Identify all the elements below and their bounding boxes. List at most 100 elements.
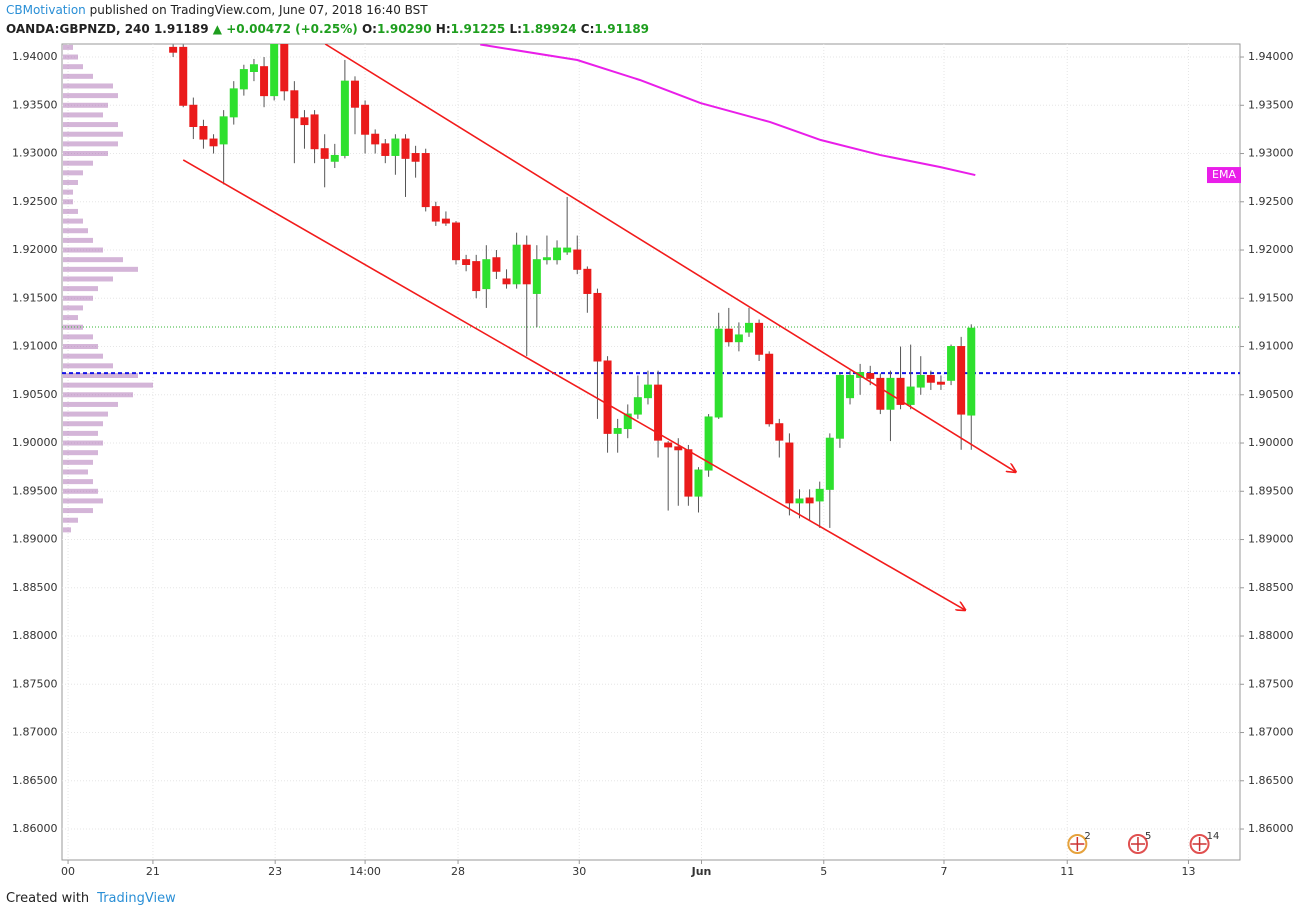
y-tick-label-left: 1.89000 bbox=[12, 533, 58, 546]
volume-bar bbox=[63, 459, 93, 465]
volume-bar bbox=[63, 247, 103, 253]
event-icon-cross bbox=[1130, 837, 1145, 851]
plot bbox=[62, 44, 1240, 610]
volume-bar bbox=[63, 44, 73, 50]
candle-body bbox=[795, 498, 804, 504]
candle-body bbox=[967, 327, 976, 416]
volume-bar bbox=[63, 189, 73, 195]
candle-body bbox=[654, 384, 663, 441]
volume-bar bbox=[63, 430, 98, 436]
author[interactable]: CBMotivation bbox=[6, 3, 86, 17]
y-tick-label: 1.94000 bbox=[1248, 50, 1294, 63]
candle-body bbox=[441, 218, 450, 224]
y-tick-label: 1.89500 bbox=[1248, 484, 1294, 497]
x-tick-label: 30 bbox=[572, 865, 586, 878]
x-tick-label: 23 bbox=[268, 865, 282, 878]
y-tick-label-left: 1.90500 bbox=[12, 388, 58, 401]
y-tick-label-left: 1.87000 bbox=[12, 726, 58, 739]
y-tick-label: 1.90500 bbox=[1248, 388, 1294, 401]
footer: Created with TradingView bbox=[6, 891, 176, 906]
chart: 1.94000 1.94000 1.93500 1.93500 1.93000 1.930… bbox=[12, 43, 1294, 878]
candle-body bbox=[957, 346, 966, 415]
candle-body bbox=[189, 104, 198, 128]
candle-body bbox=[229, 88, 238, 118]
x-tick-label: 13 bbox=[1181, 865, 1195, 878]
x-tick-label: 14:00 bbox=[349, 865, 381, 878]
volume-bar bbox=[63, 363, 113, 369]
y-tick-label-left: 1.87500 bbox=[12, 677, 58, 690]
candle-body bbox=[593, 292, 602, 362]
volume-bar bbox=[63, 170, 83, 176]
candle-body bbox=[411, 153, 420, 162]
candle-body bbox=[613, 428, 622, 434]
y-tick-label-left: 1.93000 bbox=[12, 147, 58, 160]
volume-bar bbox=[63, 295, 93, 301]
y-tick-label-left: 1.86500 bbox=[12, 774, 58, 787]
volume-bar bbox=[63, 73, 93, 79]
volume-bar bbox=[63, 372, 138, 378]
candle-body bbox=[846, 374, 855, 399]
trendline bbox=[182, 159, 965, 610]
plot-frame bbox=[61, 43, 1241, 861]
candle-body bbox=[603, 360, 612, 434]
y-tick-label-left: 1.92500 bbox=[12, 195, 58, 208]
candle-body bbox=[936, 381, 945, 385]
y-tick-label: 1.89000 bbox=[1248, 533, 1294, 546]
h-label: H: bbox=[435, 22, 451, 36]
candle-body bbox=[199, 126, 208, 140]
event-count: 14 bbox=[1207, 831, 1220, 842]
candle-body bbox=[724, 328, 733, 343]
volume-bar bbox=[63, 498, 103, 504]
candle-body bbox=[371, 133, 380, 145]
candle-body bbox=[563, 247, 572, 253]
symbol: OANDA:GBPNZD, 240 bbox=[6, 22, 150, 36]
o-value: 1.90290 bbox=[376, 22, 432, 36]
x-tick-label: 7 bbox=[940, 865, 947, 878]
event-icon-cross bbox=[1070, 837, 1085, 851]
y-tick-label: 1.92500 bbox=[1248, 195, 1294, 208]
candle-body bbox=[522, 244, 531, 285]
footer-brand[interactable]: TradingView bbox=[97, 891, 176, 906]
candle-body bbox=[280, 44, 289, 92]
candle-body bbox=[805, 497, 814, 504]
volume-bar bbox=[63, 54, 78, 60]
grid bbox=[62, 44, 1240, 860]
header-line: CBMotivation published on TradingView.co… bbox=[6, 3, 428, 17]
volume-bar bbox=[63, 257, 123, 263]
candle-body bbox=[330, 154, 339, 162]
volume-bar bbox=[63, 392, 133, 398]
y-tick-label: 1.88500 bbox=[1248, 581, 1294, 594]
candle-body bbox=[249, 64, 258, 73]
trendline bbox=[324, 44, 1016, 472]
candle-body bbox=[512, 244, 521, 285]
y-tick-label: 1.90000 bbox=[1248, 436, 1294, 449]
candle-body bbox=[947, 346, 956, 381]
volume-bar bbox=[63, 421, 103, 427]
candle-body bbox=[704, 416, 713, 471]
candle-body bbox=[876, 377, 885, 410]
event-icon-cross bbox=[1192, 837, 1207, 851]
y-tick-label-left: 1.88500 bbox=[12, 581, 58, 594]
volume-bar bbox=[63, 276, 113, 282]
candle-body bbox=[906, 386, 915, 405]
candle-body bbox=[684, 449, 693, 497]
candle-body bbox=[744, 322, 753, 333]
volume-bar bbox=[63, 401, 118, 407]
candle-body bbox=[492, 257, 501, 272]
y-tick-label-left: 1.88000 bbox=[12, 629, 58, 642]
candle-body bbox=[734, 334, 743, 343]
volume-bar bbox=[63, 527, 71, 533]
volume-bar bbox=[63, 411, 108, 417]
candle-body bbox=[916, 374, 925, 388]
volume-bar bbox=[63, 266, 138, 272]
candle-body bbox=[431, 206, 440, 222]
volume-bar bbox=[63, 305, 83, 311]
volume-bar bbox=[63, 112, 103, 118]
y-tick-label-left: 1.94000 bbox=[12, 50, 58, 63]
o-label: O: bbox=[361, 22, 377, 36]
h-value: 1.91225 bbox=[450, 22, 506, 36]
volume-bar bbox=[63, 286, 98, 292]
volume-bar bbox=[63, 228, 88, 234]
y-tick-label-left: 1.91500 bbox=[12, 291, 58, 304]
